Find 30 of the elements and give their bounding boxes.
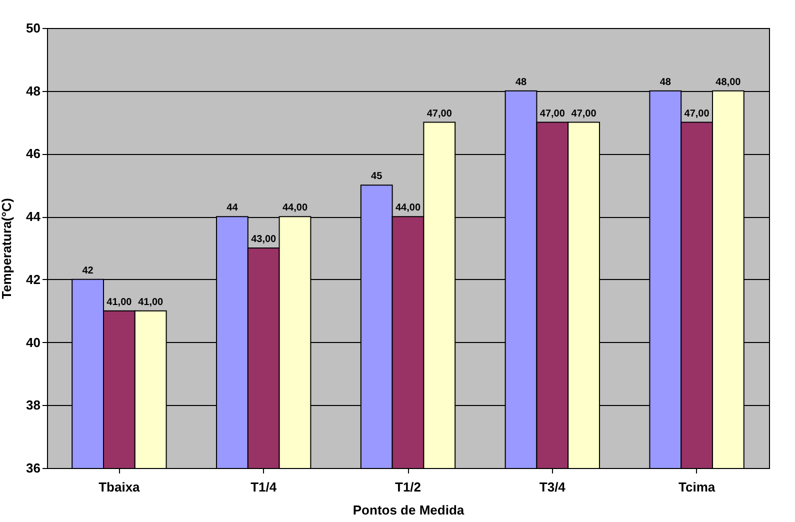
x-tick-label: T1/2	[394, 480, 422, 494]
y-axis-title: Temperatura(°C)	[0, 198, 14, 300]
data-label: 41,00	[138, 296, 164, 308]
data-label: 41,00	[106, 296, 132, 308]
y-tick-label: 50	[26, 20, 40, 36]
x-tick-label: Tbaixa	[98, 480, 141, 494]
data-label: 44,00	[395, 202, 421, 214]
y-tick-label: 36	[26, 460, 40, 476]
data-label: 47,00	[684, 108, 710, 120]
data-label: 42	[82, 265, 94, 276]
y-tick-label: 38	[26, 398, 40, 413]
data-label: 48,00	[716, 76, 742, 88]
y-tick-label: 42	[26, 272, 40, 287]
data-label: 47,00	[571, 108, 597, 120]
y-tick-label: 48	[26, 83, 40, 98]
data-label: 48	[660, 76, 672, 88]
data-label: 48	[515, 76, 528, 88]
y-tick-label: 44	[26, 209, 42, 224]
data-label: 45	[371, 171, 383, 182]
x-tick-label: Tcima	[678, 480, 716, 494]
data-label: 44,00	[282, 202, 308, 214]
data-label: 43,00	[251, 234, 277, 245]
y-tick-label: 46	[26, 146, 40, 162]
x-tick-label: T1/4	[250, 480, 278, 494]
data-label: 44	[226, 202, 238, 214]
x-tick-label: T3/4	[539, 480, 566, 494]
x-axis-title: Pontos de Medida	[352, 502, 465, 518]
data-label: 47,00	[426, 108, 452, 120]
y-tick-label: 40	[26, 334, 40, 350]
data-label: 47,00	[540, 108, 566, 120]
